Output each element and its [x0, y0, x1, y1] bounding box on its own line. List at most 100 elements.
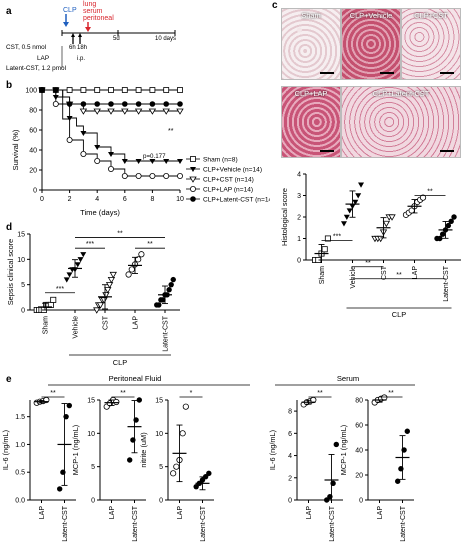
panel-c-letter: c: [272, 0, 278, 11]
group-label: CLP: [113, 358, 127, 367]
x-tick-label: Vehicle: [73, 316, 80, 339]
data-point: [340, 221, 347, 227]
data-point: [138, 251, 145, 258]
data-point: [321, 246, 328, 253]
y-tick-label: 15: [155, 398, 163, 405]
data-point: [63, 277, 70, 283]
cytokine-chart: 0 20 40 60 80 MCP-1 (ng/mL) LAP Latent-CST **: [339, 390, 414, 542]
data-point: [160, 297, 166, 303]
data-point: [166, 287, 172, 293]
title-peritoneal-fluid: Peritoneal Fluid: [109, 374, 162, 383]
x-tick-label: 10: [176, 196, 184, 203]
x-tick-label: 2: [68, 196, 72, 203]
survival-point: [121, 87, 128, 93]
survival-xlabel: Time (days): [80, 208, 120, 217]
x-tick-label: LAP: [377, 506, 384, 520]
scale-bar: [440, 72, 454, 74]
survival-point: [121, 173, 128, 180]
scale-bar: [320, 150, 334, 152]
y-tick-label: 4: [288, 453, 292, 460]
data-point: [136, 397, 142, 403]
y-tick-label: 6: [288, 431, 292, 438]
data-point: [170, 276, 176, 283]
y-tick-label: 15: [87, 398, 95, 405]
y-axis-label: Sepsis clinical score: [6, 239, 15, 306]
row-latent: Latent-CST, 1.2 pmol: [6, 65, 66, 72]
data-point: [419, 194, 427, 201]
y-axis-label: nitrite (uM): [139, 432, 148, 467]
survival-point: [108, 166, 115, 173]
significance-label: **: [427, 189, 433, 196]
data-point: [125, 271, 132, 278]
data-point: [173, 463, 180, 470]
data-point: [107, 277, 116, 284]
x-tick-label: Latent-CST: [329, 505, 336, 542]
x-tick-label: Vehicle: [350, 266, 357, 289]
survival-point: [176, 108, 184, 115]
data-point: [77, 257, 84, 263]
survival-point: [134, 108, 143, 115]
legend-label: CLP+LAP (n=14): [203, 187, 253, 194]
cytokine-chart: 0 5 10 15 nitrite (uM) LAP Latent-CST *: [139, 390, 214, 542]
time-6h: 6h: [69, 45, 76, 51]
harvest-label-3: peritoneal: [83, 15, 114, 22]
survival-point: [66, 101, 73, 107]
y-tick-label: 80: [355, 398, 363, 405]
data-point: [66, 272, 73, 278]
x-tick-label: Latent-CST: [443, 265, 450, 302]
histology-label-latent-cst: CLP+Latent-CST: [372, 89, 430, 98]
data-point: [395, 478, 401, 484]
ip-label: i.p.: [77, 56, 85, 62]
y-tick-label: 15: [17, 232, 25, 239]
data-point: [382, 220, 391, 228]
data-point: [170, 470, 177, 477]
survival-point: [135, 101, 142, 107]
survival-sig: **: [168, 128, 174, 135]
survival-pvalue: p=0.177: [143, 153, 166, 160]
significance-label: **: [50, 390, 56, 397]
y-tick-label: 80: [29, 108, 37, 115]
row-cst: CST, 0.5 nmol: [6, 44, 46, 51]
survival-point: [94, 87, 101, 93]
survival-point: [66, 87, 73, 93]
data-point: [448, 218, 454, 224]
data-point: [105, 282, 114, 289]
y-tick-label: 5: [91, 464, 95, 471]
data-point: [66, 402, 73, 409]
legend-label: Sham (n=8): [203, 157, 238, 164]
histology-label-lap: CLP+LAP: [294, 89, 328, 98]
survival-point: [163, 173, 170, 180]
legend-marker: [190, 167, 196, 172]
histology-cst: CLP+CST: [401, 8, 461, 80]
y-tick-label: 2: [288, 475, 292, 482]
data-point: [100, 297, 108, 304]
y-axis-label: Histological score: [280, 188, 289, 246]
data-point: [355, 193, 362, 199]
data-point: [96, 302, 105, 309]
panel-a-letter: a: [6, 6, 12, 17]
y-tick-label: 0: [359, 498, 363, 505]
scale-bar: [440, 150, 454, 152]
y-tick-label: 10: [17, 257, 25, 264]
survival-point: [177, 159, 183, 164]
x-tick-label: 8: [150, 196, 154, 203]
survival-point: [135, 159, 142, 164]
legend-marker: [189, 176, 197, 183]
data-point: [179, 430, 186, 437]
survival-point: [108, 152, 114, 157]
survival-line: [42, 89, 180, 177]
y-tick-label: 3: [297, 193, 301, 200]
harvest-label-2: serum: [83, 8, 103, 15]
data-point: [324, 497, 330, 503]
survival-point: [79, 108, 88, 115]
x-tick-label: CST: [103, 315, 110, 330]
time-18h: 18h: [77, 45, 87, 51]
x-tick-label: CST: [381, 265, 388, 280]
significance-label: ***: [333, 234, 341, 241]
cytokine-chart: 0 5 10 15 MCP-1 (ng/mL) LAP Latent-CST **: [71, 390, 146, 542]
survival-point: [80, 151, 87, 158]
significance-label: **: [120, 390, 126, 397]
survival-point: [177, 101, 183, 107]
day10-label: 10 days: [155, 36, 176, 42]
legend-marker: [190, 156, 196, 162]
